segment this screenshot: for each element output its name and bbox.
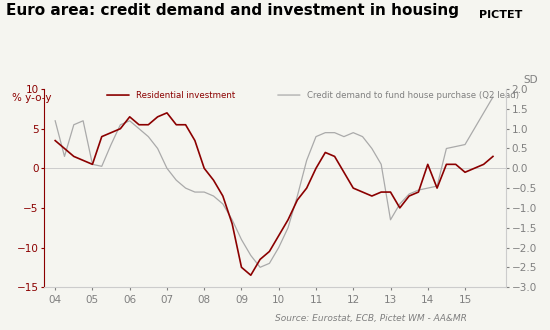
Text: SD: SD [524, 75, 538, 85]
Text: Residential investment: Residential investment [136, 90, 235, 100]
Text: Source: Eurostat, ECB, Pictet WM - AA&MR: Source: Eurostat, ECB, Pictet WM - AA&MR [275, 314, 467, 323]
Text: Euro area: credit demand and investment in housing: Euro area: credit demand and investment … [6, 3, 459, 18]
Text: Credit demand to fund house purchase (Q2 lead): Credit demand to fund house purchase (Q2… [307, 90, 519, 100]
Text: % y-o-y: % y-o-y [12, 93, 51, 103]
Text: PICTET: PICTET [478, 10, 522, 20]
